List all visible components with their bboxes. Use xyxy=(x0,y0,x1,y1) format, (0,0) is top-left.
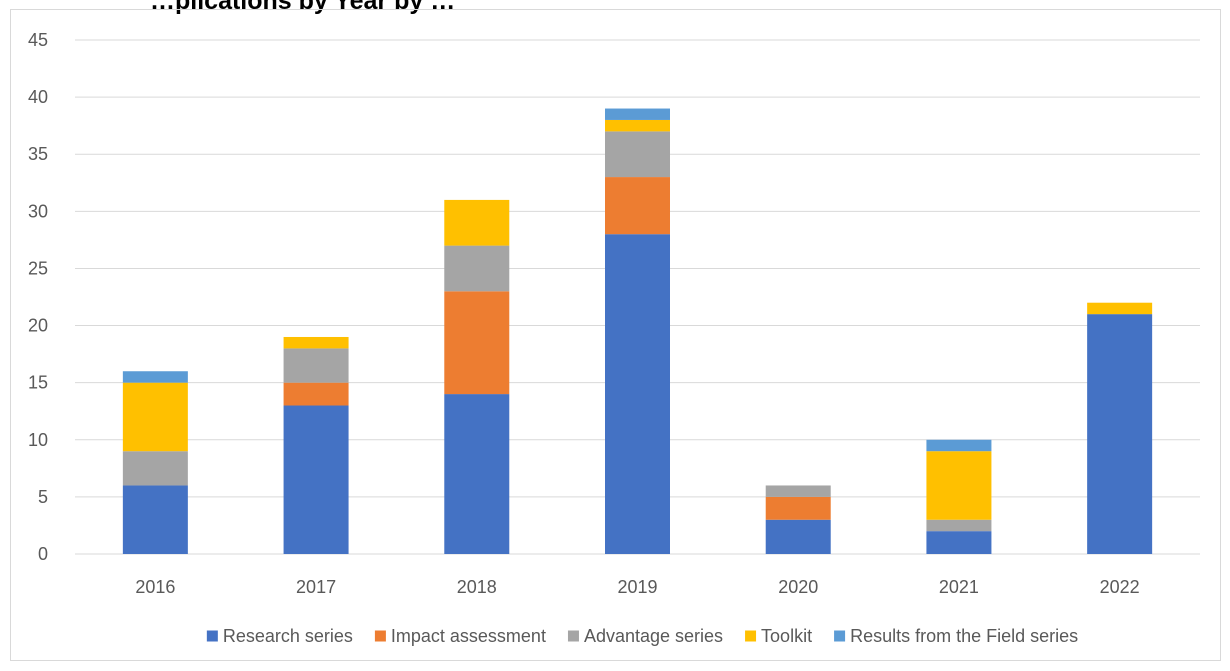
y-tick-label: 15 xyxy=(28,373,48,393)
legend-label: Toolkit xyxy=(761,626,812,646)
x-tick-label: 2016 xyxy=(135,577,175,597)
bar-2016-series-4 xyxy=(122,371,188,383)
y-tick-label: 5 xyxy=(38,487,48,507)
chart-title: …plications by Year by … xyxy=(150,0,456,15)
legend-swatch-2 xyxy=(567,630,579,642)
legend: Research series Impact assessment Advantag… xyxy=(206,626,1078,646)
legend-label: Impact assessment xyxy=(391,626,546,646)
legend-swatch-0 xyxy=(206,630,218,642)
bar-2017-series-1 xyxy=(283,382,349,406)
bar-2017-series-3 xyxy=(283,336,349,349)
bar-2021-series-0 xyxy=(926,531,992,554)
y-axis-tick-labels: 0 5 10 15 20 25 30 35 40 45 xyxy=(28,30,48,564)
bar-2021-series-4 xyxy=(926,439,992,452)
y-tick-label: 30 xyxy=(28,201,48,221)
chart-frame xyxy=(10,9,1221,661)
bars xyxy=(122,108,1153,554)
x-tick-label: 2018 xyxy=(457,577,497,597)
x-tick-label: 2019 xyxy=(617,577,657,597)
x-axis-tick-labels: 2016 2017 2018 2019 2020 2021 2022 xyxy=(135,577,1139,597)
bar-2019-series-0 xyxy=(605,234,670,554)
legend-swatch-4 xyxy=(834,630,846,642)
y-tick-label: 10 xyxy=(28,430,48,450)
y-tick-label: 40 xyxy=(28,87,48,107)
bar-2022-series-3 xyxy=(1087,302,1153,315)
bar-2021-series-3 xyxy=(926,451,992,520)
bar-2022-series-0 xyxy=(1087,314,1153,554)
y-tick-label: 45 xyxy=(28,30,48,50)
y-tick-label: 20 xyxy=(28,316,48,336)
bar-2019-series-1 xyxy=(605,177,670,235)
legend-label: Advantage series xyxy=(584,626,723,646)
bar-2016-series-2 xyxy=(122,451,188,486)
bar-2016-series-0 xyxy=(122,485,188,554)
bar-2016-series-3 xyxy=(122,382,188,452)
x-tick-label: 2020 xyxy=(778,577,818,597)
bar-2019-series-3 xyxy=(605,119,670,132)
x-tick-label: 2022 xyxy=(1100,577,1140,597)
bar-2018-series-3 xyxy=(444,199,510,246)
bar-2019-series-4 xyxy=(605,108,670,120)
x-tick-label: 2021 xyxy=(939,577,979,597)
bar-2020-series-0 xyxy=(765,519,831,554)
bar-2018-series-2 xyxy=(444,245,510,292)
legend-swatch-1 xyxy=(374,630,386,642)
bar-2017-series-0 xyxy=(283,405,349,554)
y-tick-label: 0 xyxy=(38,544,48,564)
bar-2020-series-1 xyxy=(765,496,831,520)
legend-label: Research series xyxy=(223,626,353,646)
y-tick-label: 25 xyxy=(28,258,48,278)
bar-2018-series-0 xyxy=(444,394,510,554)
legend-swatch-3 xyxy=(745,630,757,642)
y-tick-label: 35 xyxy=(28,144,48,164)
bar-2017-series-2 xyxy=(283,348,349,383)
bar-2019-series-2 xyxy=(605,131,670,178)
x-tick-label: 2017 xyxy=(296,577,336,597)
bar-2020-series-2 xyxy=(765,485,831,497)
bar-2018-series-1 xyxy=(444,291,510,395)
legend-label: Results from the Field series xyxy=(850,626,1078,646)
bar-2021-series-2 xyxy=(926,519,992,532)
